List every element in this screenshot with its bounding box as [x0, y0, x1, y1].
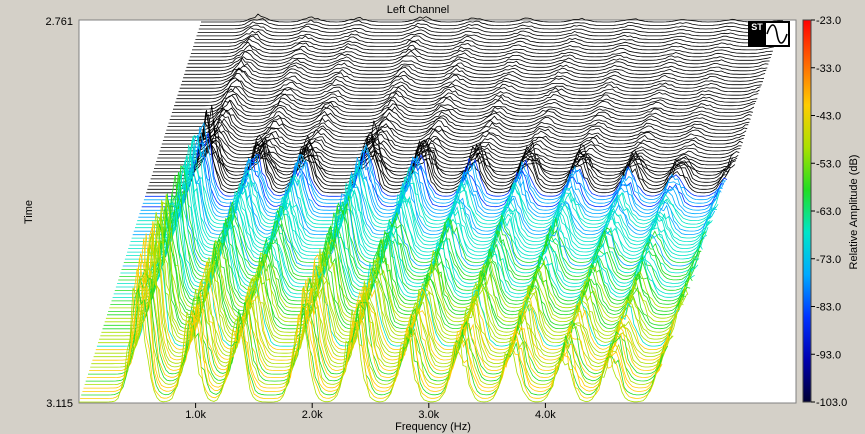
waterfall-slice — [84, 269, 667, 386]
waterfall-slice — [199, 18, 782, 26]
waterfall-slice — [80, 268, 663, 399]
y-axis-label: Time — [23, 200, 35, 224]
x-axis-label: Frequency (Hz) — [395, 421, 471, 433]
waterfall-slice — [174, 88, 757, 107]
x-axis-ticks: 1.0k 2.0k 3.0k 4.0k — [185, 403, 556, 421]
waterfall-slice — [187, 51, 770, 65]
waterfall-slice — [197, 24, 780, 33]
waterfall-slice — [162, 118, 745, 141]
waterfall-slice — [190, 41, 773, 54]
waterfall-slice — [177, 78, 760, 96]
waterfall-slice — [168, 107, 751, 124]
waterfall-slice — [201, 13, 784, 23]
waterfall-slice — [166, 109, 749, 131]
x-tick-label: 1.0k — [185, 409, 206, 421]
colorbar-tick-label: -73.0 — [816, 254, 841, 266]
waterfall-slice — [189, 44, 772, 58]
colorbar-tick-label: -53.0 — [816, 158, 841, 170]
waterfall-slice — [179, 72, 762, 89]
waterfall-slice — [159, 129, 742, 152]
waterfall-slice — [175, 86, 758, 103]
waterfall-slice — [169, 99, 752, 121]
waterfall-slice — [188, 49, 771, 61]
colorbar-ticks: -23.0 -33.0 -43.0 -53.0 -63.0 -73.0 -83.0 -93.0… — [811, 15, 847, 409]
waterfall-slice — [79, 287, 662, 403]
waterfall-slice — [198, 21, 781, 30]
waterfall-slice — [170, 99, 753, 117]
app-logo: ST — [748, 21, 790, 47]
waterfall-lines — [79, 13, 784, 403]
colorbar-tick-label: -33.0 — [816, 63, 841, 75]
y-tick-top: 2.761 — [45, 16, 73, 28]
colorbar-tick-label: -63.0 — [816, 206, 841, 218]
logo-text: ST — [751, 22, 763, 32]
waterfall-slice — [196, 27, 779, 37]
x-tick-label: 3.0k — [418, 409, 439, 421]
waterfall-slice — [152, 149, 736, 173]
colorbar-tick-label: -93.0 — [816, 349, 841, 361]
sine-wave-icon — [766, 23, 788, 45]
waterfall-slice — [184, 59, 767, 75]
waterfall-slice — [185, 57, 768, 72]
waterfall-slice — [183, 65, 766, 79]
x-tick-label: 2.0k — [302, 409, 323, 421]
chart-title: Left Channel — [387, 4, 449, 16]
colorbar-tick-label: -43.0 — [816, 111, 841, 123]
waterfall-slice — [161, 123, 744, 145]
waterfall-slice — [193, 35, 776, 47]
waterfall-slice — [176, 85, 759, 100]
waterfall-slice — [173, 93, 756, 110]
colorbar-tick-label: -23.0 — [816, 15, 841, 27]
waterfall-slice — [171, 94, 755, 114]
waterfall-slice — [194, 33, 777, 44]
waterfall-slice — [164, 118, 747, 138]
y-tick-bottom: 3.115 — [46, 398, 73, 410]
waterfall-slice — [180, 69, 763, 86]
colorbar-tick-label: -103.0 — [816, 397, 847, 409]
waterfall-slice — [182, 67, 765, 82]
waterfall-slice — [178, 77, 761, 93]
waterfall-slice — [192, 38, 775, 51]
colorbar — [802, 19, 812, 403]
x-tick-label: 4.0k — [535, 409, 556, 421]
waterfall-slice — [157, 134, 740, 159]
waterfall-slice — [186, 56, 769, 68]
waterfall-slice — [195, 30, 778, 40]
waterfall-slice — [95, 221, 679, 351]
waterfall-slice — [167, 108, 750, 128]
colorbar-label: Relative Amplitude (dB) — [848, 155, 860, 270]
waterfall-slice — [165, 114, 748, 134]
colorbar-tick-label: -83.0 — [816, 302, 841, 314]
